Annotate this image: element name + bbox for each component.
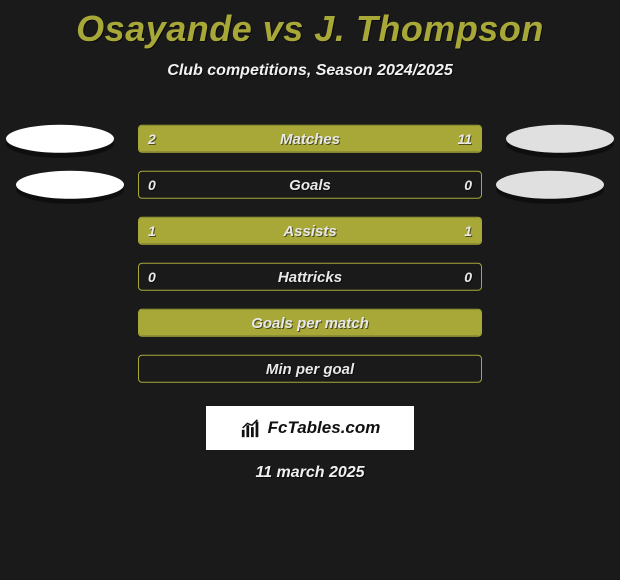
- stat-rows: 211Matches00Goals11Assists00HattricksGoa…: [0, 118, 620, 394]
- player-ellipse-right: [506, 125, 614, 153]
- stat-value-right: 0: [464, 172, 472, 198]
- stat-label: Hattricks: [139, 264, 481, 290]
- chart-icon: [240, 417, 262, 439]
- player-ellipse-right: [496, 171, 604, 199]
- stat-value-left: 0: [148, 172, 156, 198]
- stat-label: Goals: [139, 172, 481, 198]
- player-ellipse-left: [16, 171, 124, 199]
- stat-bar: Min per goal: [138, 355, 482, 383]
- logo-text: FcTables.com: [268, 418, 381, 438]
- stat-row: 11Assists: [0, 210, 620, 256]
- player-ellipse-left: [6, 125, 114, 153]
- bar-fill-left: [139, 126, 192, 152]
- stat-bar: 0 0Goals: [138, 171, 482, 199]
- bar-fill-left: [139, 310, 481, 336]
- stat-row: Min per goal: [0, 348, 620, 394]
- footer-date: 11 march 2025: [0, 464, 620, 482]
- stat-row: 0 0Hattricks: [0, 256, 620, 302]
- stat-bar: 0 0Hattricks: [138, 263, 482, 291]
- logo-box: FcTables.com: [206, 406, 414, 450]
- bar-fill-right: [310, 218, 481, 244]
- stat-bar: 11Assists: [138, 217, 482, 245]
- stat-bar: Goals per match: [138, 309, 482, 337]
- page-subtitle: Club competitions, Season 2024/2025: [0, 62, 620, 80]
- stat-row: 211Matches: [0, 118, 620, 164]
- stat-row: 0 0Goals: [0, 164, 620, 210]
- page-title: Osayande vs J. Thompson: [0, 0, 620, 50]
- stat-value-left: 0: [148, 264, 156, 290]
- stat-label: Min per goal: [139, 356, 481, 382]
- stat-bar: 211Matches: [138, 125, 482, 153]
- bar-fill-right: [192, 126, 481, 152]
- bar-fill-left: [139, 218, 310, 244]
- stat-value-right: 0: [464, 264, 472, 290]
- stat-row: Goals per match: [0, 302, 620, 348]
